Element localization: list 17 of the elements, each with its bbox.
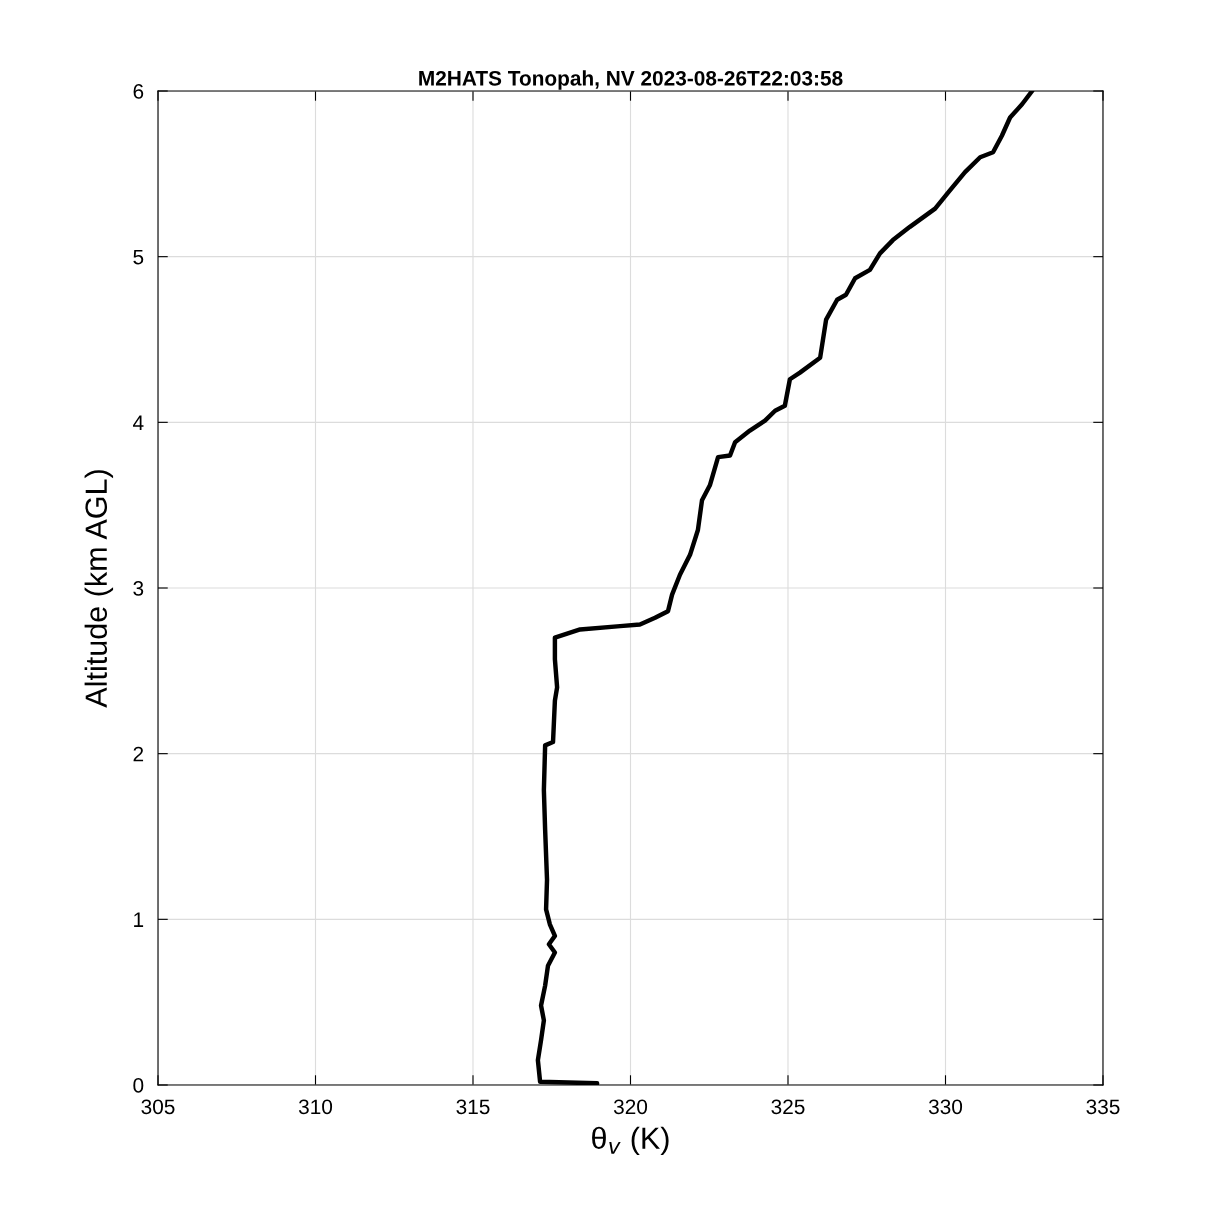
x-tick-label: 335 xyxy=(1086,1099,1120,1115)
y-tick-label: 3 xyxy=(133,581,144,596)
x-tick-label: 305 xyxy=(141,1099,175,1115)
chart-title: M2HATS Tonopah, NV 2023-08-26T22:03:58 xyxy=(419,70,843,90)
x-tick-label: 320 xyxy=(613,1099,648,1115)
y-tick-label: 2 xyxy=(133,746,144,762)
y-tick-label: 5 xyxy=(133,249,144,265)
y-tick-label: 4 xyxy=(133,415,144,430)
x-axis-title: θ$_{v}$ (K) xyxy=(592,1126,669,1156)
y-tick-label: 6 xyxy=(133,84,144,99)
x-tick-label: 315 xyxy=(456,1099,490,1115)
y-axis-title: Altitude (km AGL) xyxy=(84,470,114,708)
y-tick-label: 0 xyxy=(133,1078,144,1093)
y-tick-label: 1 xyxy=(134,912,144,927)
x-tick-label: 325 xyxy=(771,1099,805,1115)
x-tick-label: 310 xyxy=(298,1099,333,1115)
x-tick-label: 330 xyxy=(928,1099,963,1115)
